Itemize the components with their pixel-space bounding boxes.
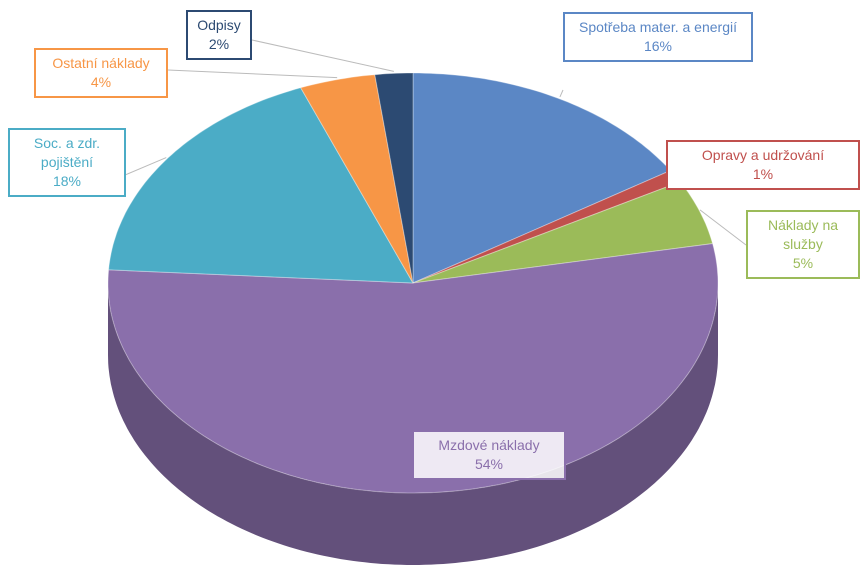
label-value: 16% (643, 38, 673, 54)
leader-line (167, 69, 338, 79)
data-label: Odpisy 2% (186, 10, 252, 60)
pie-slice (412, 72, 672, 284)
label-value: 54% (474, 456, 504, 472)
label-value: 4% (90, 74, 112, 90)
label-name: Opravy a udržování (701, 147, 825, 163)
label-value: 18% (52, 173, 82, 189)
data-label: Náklady na služby 5% (746, 210, 860, 279)
leader-line (559, 89, 564, 98)
leader-line (251, 39, 394, 72)
label-value: 5% (792, 255, 814, 271)
label-value: 1% (752, 166, 774, 182)
data-label: Soc. a zdr. pojištění 18% (8, 128, 126, 197)
label-name: Soc. a zdr. pojištění (33, 135, 101, 170)
data-label: Spotřeba mater. a energií 16% (563, 12, 753, 62)
label-value: 2% (208, 36, 230, 52)
label-name: Spotřeba mater. a energií (579, 19, 737, 35)
label-name: Odpisy (197, 17, 241, 33)
label-name: Mzdové náklady (438, 437, 540, 453)
leader-line (699, 209, 747, 246)
data-label: Opravy a udržování 1% (666, 140, 860, 190)
pie-slice (374, 72, 414, 284)
pie-slice (299, 74, 414, 284)
pie-side (108, 283, 718, 565)
pie-slice (108, 87, 414, 284)
data-label: Mzdové náklady 54% (412, 430, 566, 480)
data-label: Ostatní náklady 4% (34, 48, 168, 98)
leader-line (124, 157, 167, 176)
label-name: Náklady na služby (767, 217, 839, 252)
label-name: Ostatní náklady (52, 55, 150, 71)
